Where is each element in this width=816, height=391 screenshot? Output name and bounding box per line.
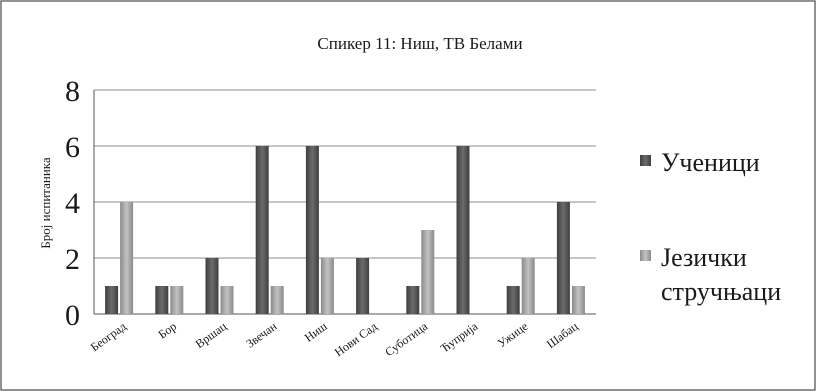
legend-swatch [640,250,651,261]
bar-strucnjaci [220,286,234,314]
bar-ucenici [305,146,319,314]
legend-label: Ученици [661,148,760,177]
y-tick-label: 6 [65,131,80,164]
bar-ucenici [456,146,470,314]
bar-ucenici [356,258,370,314]
y-axis-label: Број испитаника [38,157,53,249]
bar-ucenici [105,286,119,314]
bar-strucnjaci [270,286,284,314]
chart-title: Спикер 11: Ниш, ТВ Белами [317,34,522,53]
bar-ucenici [255,146,269,314]
bar-strucnjaci [120,202,134,314]
bar-strucnjaci [421,230,435,314]
y-tick-label: 2 [65,243,80,276]
bar-ucenici [556,202,570,314]
bar-strucnjaci [521,258,535,314]
bar-strucnjaci [571,286,585,314]
bar-ucenici [155,286,169,314]
bar-ucenici [406,286,420,314]
y-tick-label: 4 [65,187,80,220]
bar-strucnjaci [320,258,334,314]
bar-ucenici [205,258,219,314]
y-tick-label: 8 [65,75,80,108]
y-tick-label: 0 [65,299,80,332]
legend-swatch [640,155,651,166]
bar-ucenici [506,286,520,314]
legend: Ученици Језички стручњаци [640,148,781,306]
legend-label: Језички [661,243,747,272]
legend-label: стручњаци [661,277,781,306]
bar-strucnjaci [170,286,184,314]
